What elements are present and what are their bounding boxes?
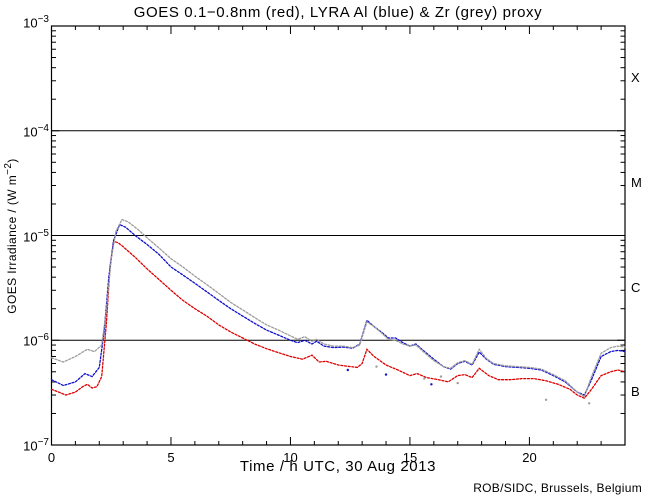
x-tick-15: 15 [402,450,418,465]
outlier-point-grey [423,377,426,380]
y-axis-label: GOES Irradiance / (W m−2) [3,158,19,313]
x-tick-5: 5 [167,450,175,465]
series-grey [50,218,626,398]
y-axis-label-text: GOES Irradiance / (W m [5,174,19,314]
series-red [50,240,626,399]
y-axis-label-exponent: −2 [3,162,14,175]
outlier-point-grey [375,365,378,368]
series-blue [50,223,626,396]
x-tick-10: 10 [283,450,298,465]
flare-class-label-x: X [631,70,640,85]
outlier-point-blue [346,368,349,372]
y-tick-1e-7: 10−7 [23,437,49,454]
outlier-point-grey [588,402,591,405]
outlier-point-grey [456,381,459,385]
chart-title: GOES 0.1−0.8nm (red), LYRA Al (blue) & Z… [133,4,543,21]
outlier-point-blue [384,373,388,376]
y-tick-1e-6: 10−6 [23,332,49,349]
flare-class-label-c: C [631,280,641,295]
outlier-point-blue [430,383,433,386]
y-axis-label-close: ) [5,158,19,163]
y-tick-1e-5: 10−5 [23,228,49,245]
credit-text: ROB/SIDC, Brussels, Belgium [473,481,642,495]
flare-class-label-m: M [631,175,642,190]
x-axis-label: Time / h UTC, 30 Aug 2013 [239,458,437,475]
x-tick-0: 0 [47,450,56,465]
y-tick-1e-3: 10−3 [23,14,49,31]
x-tick-20: 20 [522,450,537,465]
y-tick-1e-4: 10−4 [23,123,49,140]
outlier-point-grey [439,375,443,378]
outlier-point-grey [544,398,548,401]
flare-class-label-b: B [631,384,640,399]
